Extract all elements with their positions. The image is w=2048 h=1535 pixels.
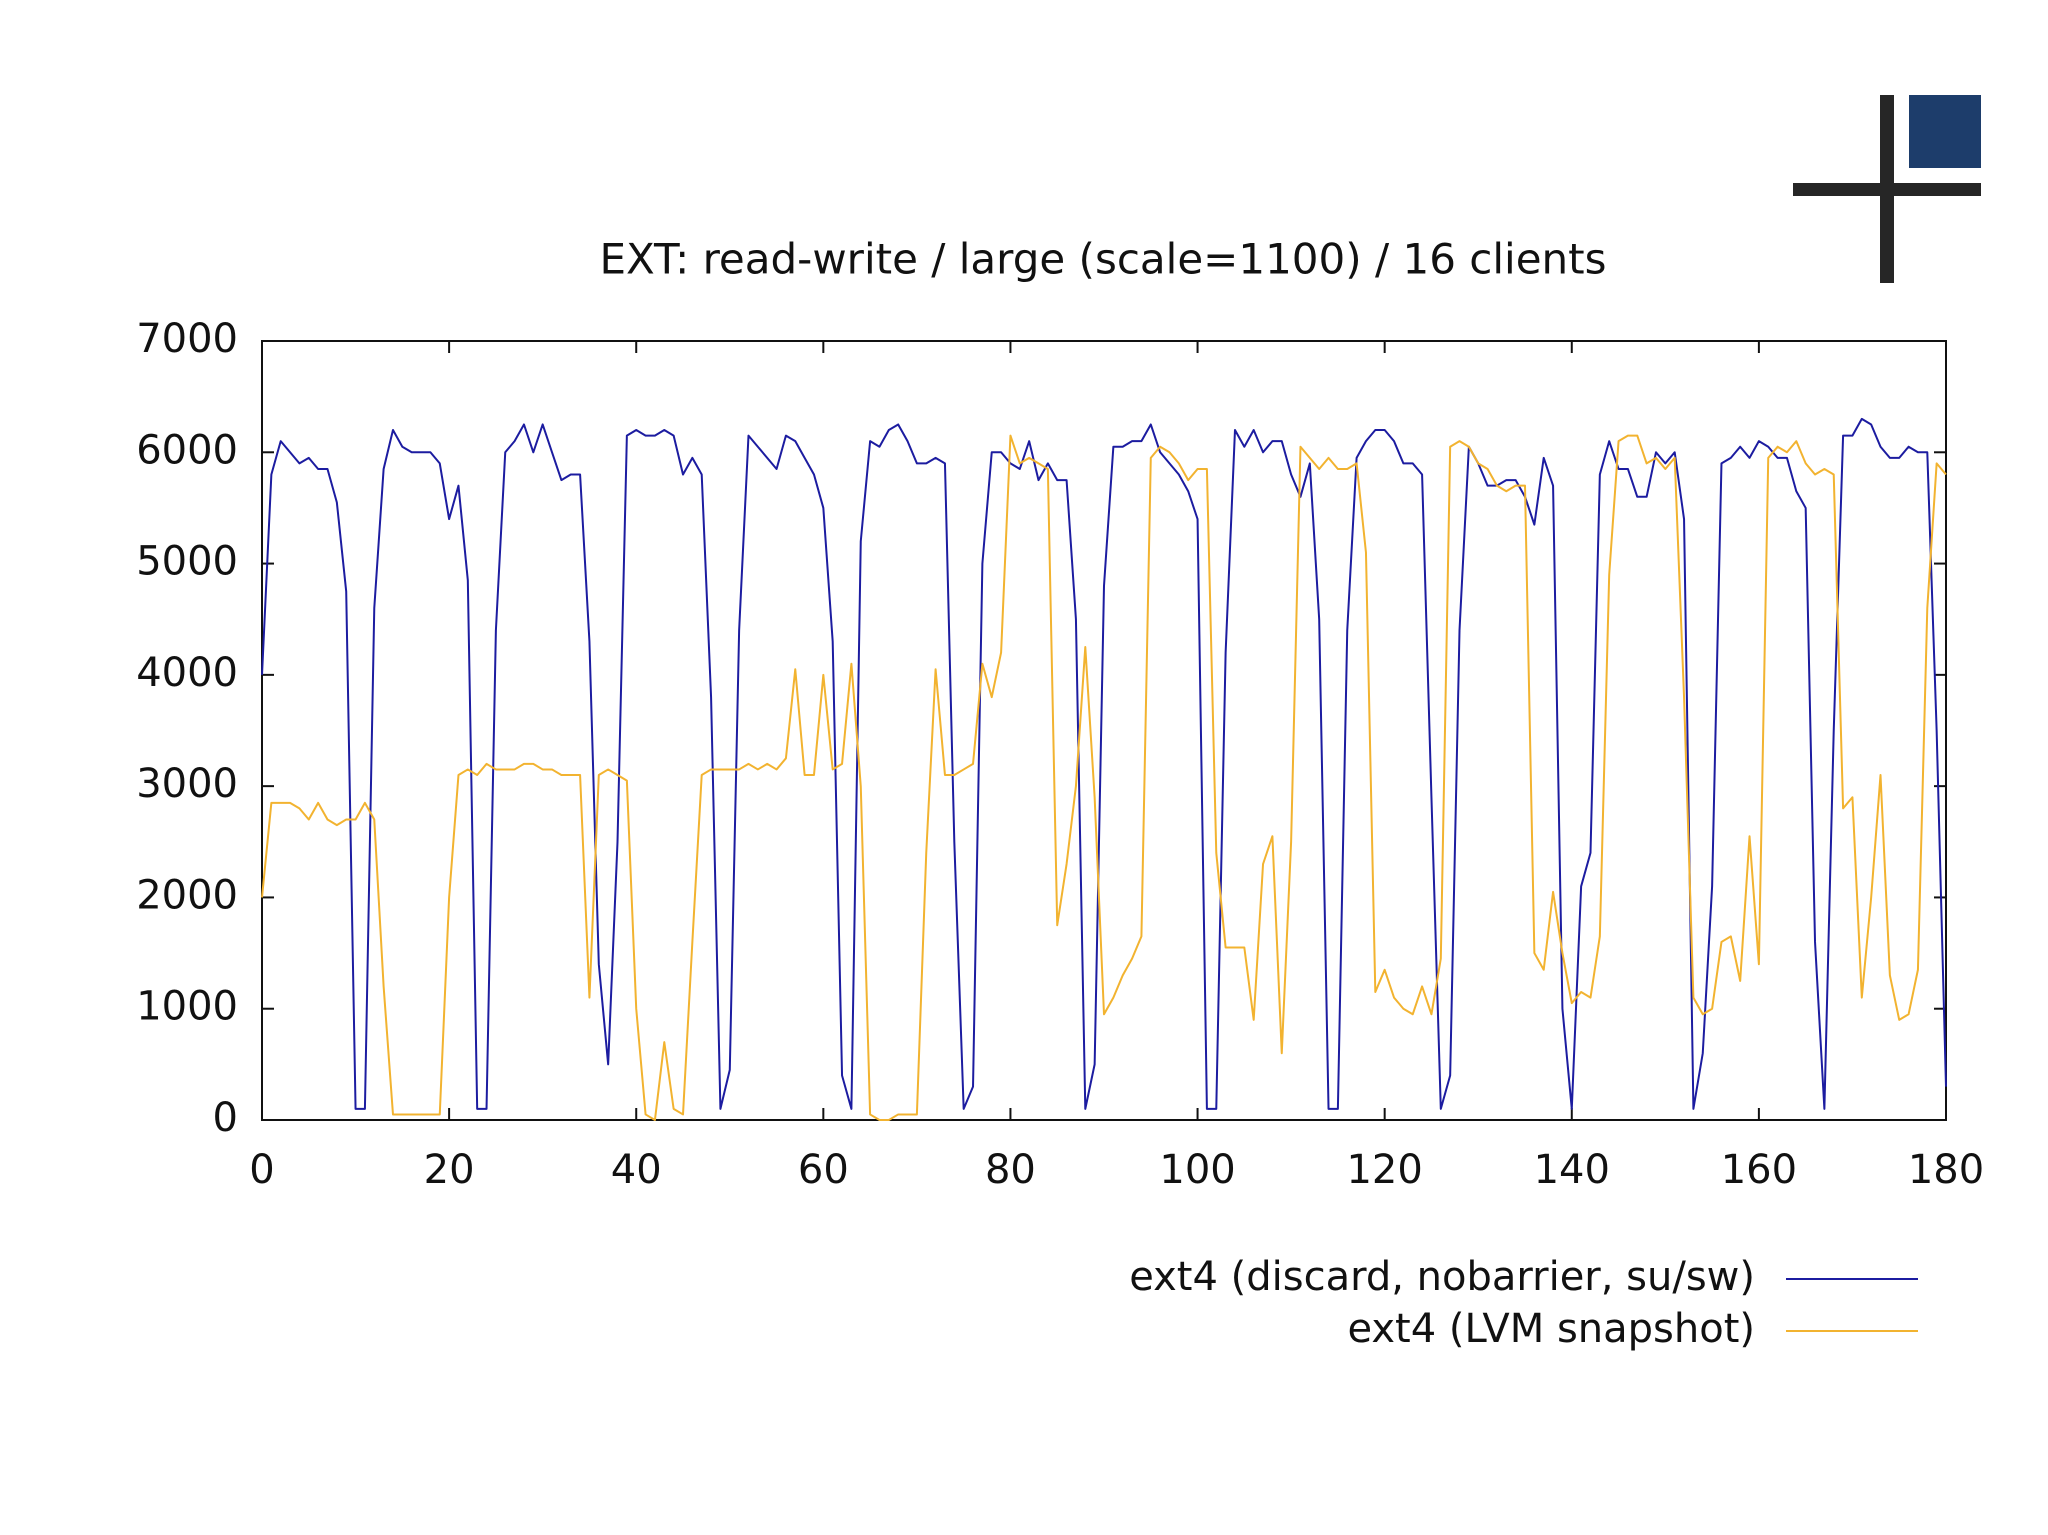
x-tick-label: 140 [1534, 1147, 1610, 1193]
x-tick-label: 0 [249, 1147, 274, 1193]
x-tick-label: 40 [611, 1147, 662, 1193]
y-tick-label: 6000 [136, 427, 238, 473]
plot-border [261, 340, 1947, 1121]
chart-title: EXT: read-write / large (scale=1100) / 1… [599, 235, 1606, 284]
x-tick-label: 20 [424, 1147, 475, 1193]
x-tick-label: 80 [985, 1147, 1036, 1193]
x-tick-label: 60 [798, 1147, 849, 1193]
y-tick-label: 7000 [136, 316, 238, 362]
y-tick-label: 0 [213, 1095, 238, 1141]
y-tick-label: 2000 [136, 872, 238, 918]
y-tick-label: 5000 [136, 539, 238, 585]
logo [1793, 95, 1981, 283]
legend-label: ext4 (LVM snapshot) [1347, 1306, 1755, 1352]
x-tick-label: 100 [1159, 1147, 1235, 1193]
x-tick-label: 160 [1721, 1147, 1797, 1193]
series-line [261, 417, 1947, 1110]
legend-label: ext4 (discard, nobarrier, su/sw) [1129, 1254, 1755, 1300]
y-tick-label: 1000 [136, 984, 238, 1030]
logo-square [1909, 95, 1981, 168]
y-tick-label: 4000 [136, 650, 238, 696]
x-tick-label: 180 [1908, 1147, 1984, 1193]
x-tick-label: 120 [1346, 1147, 1422, 1193]
series-line [261, 434, 1947, 1121]
y-tick-label: 3000 [136, 761, 238, 807]
logo-horizontal-bar [1793, 183, 1981, 196]
